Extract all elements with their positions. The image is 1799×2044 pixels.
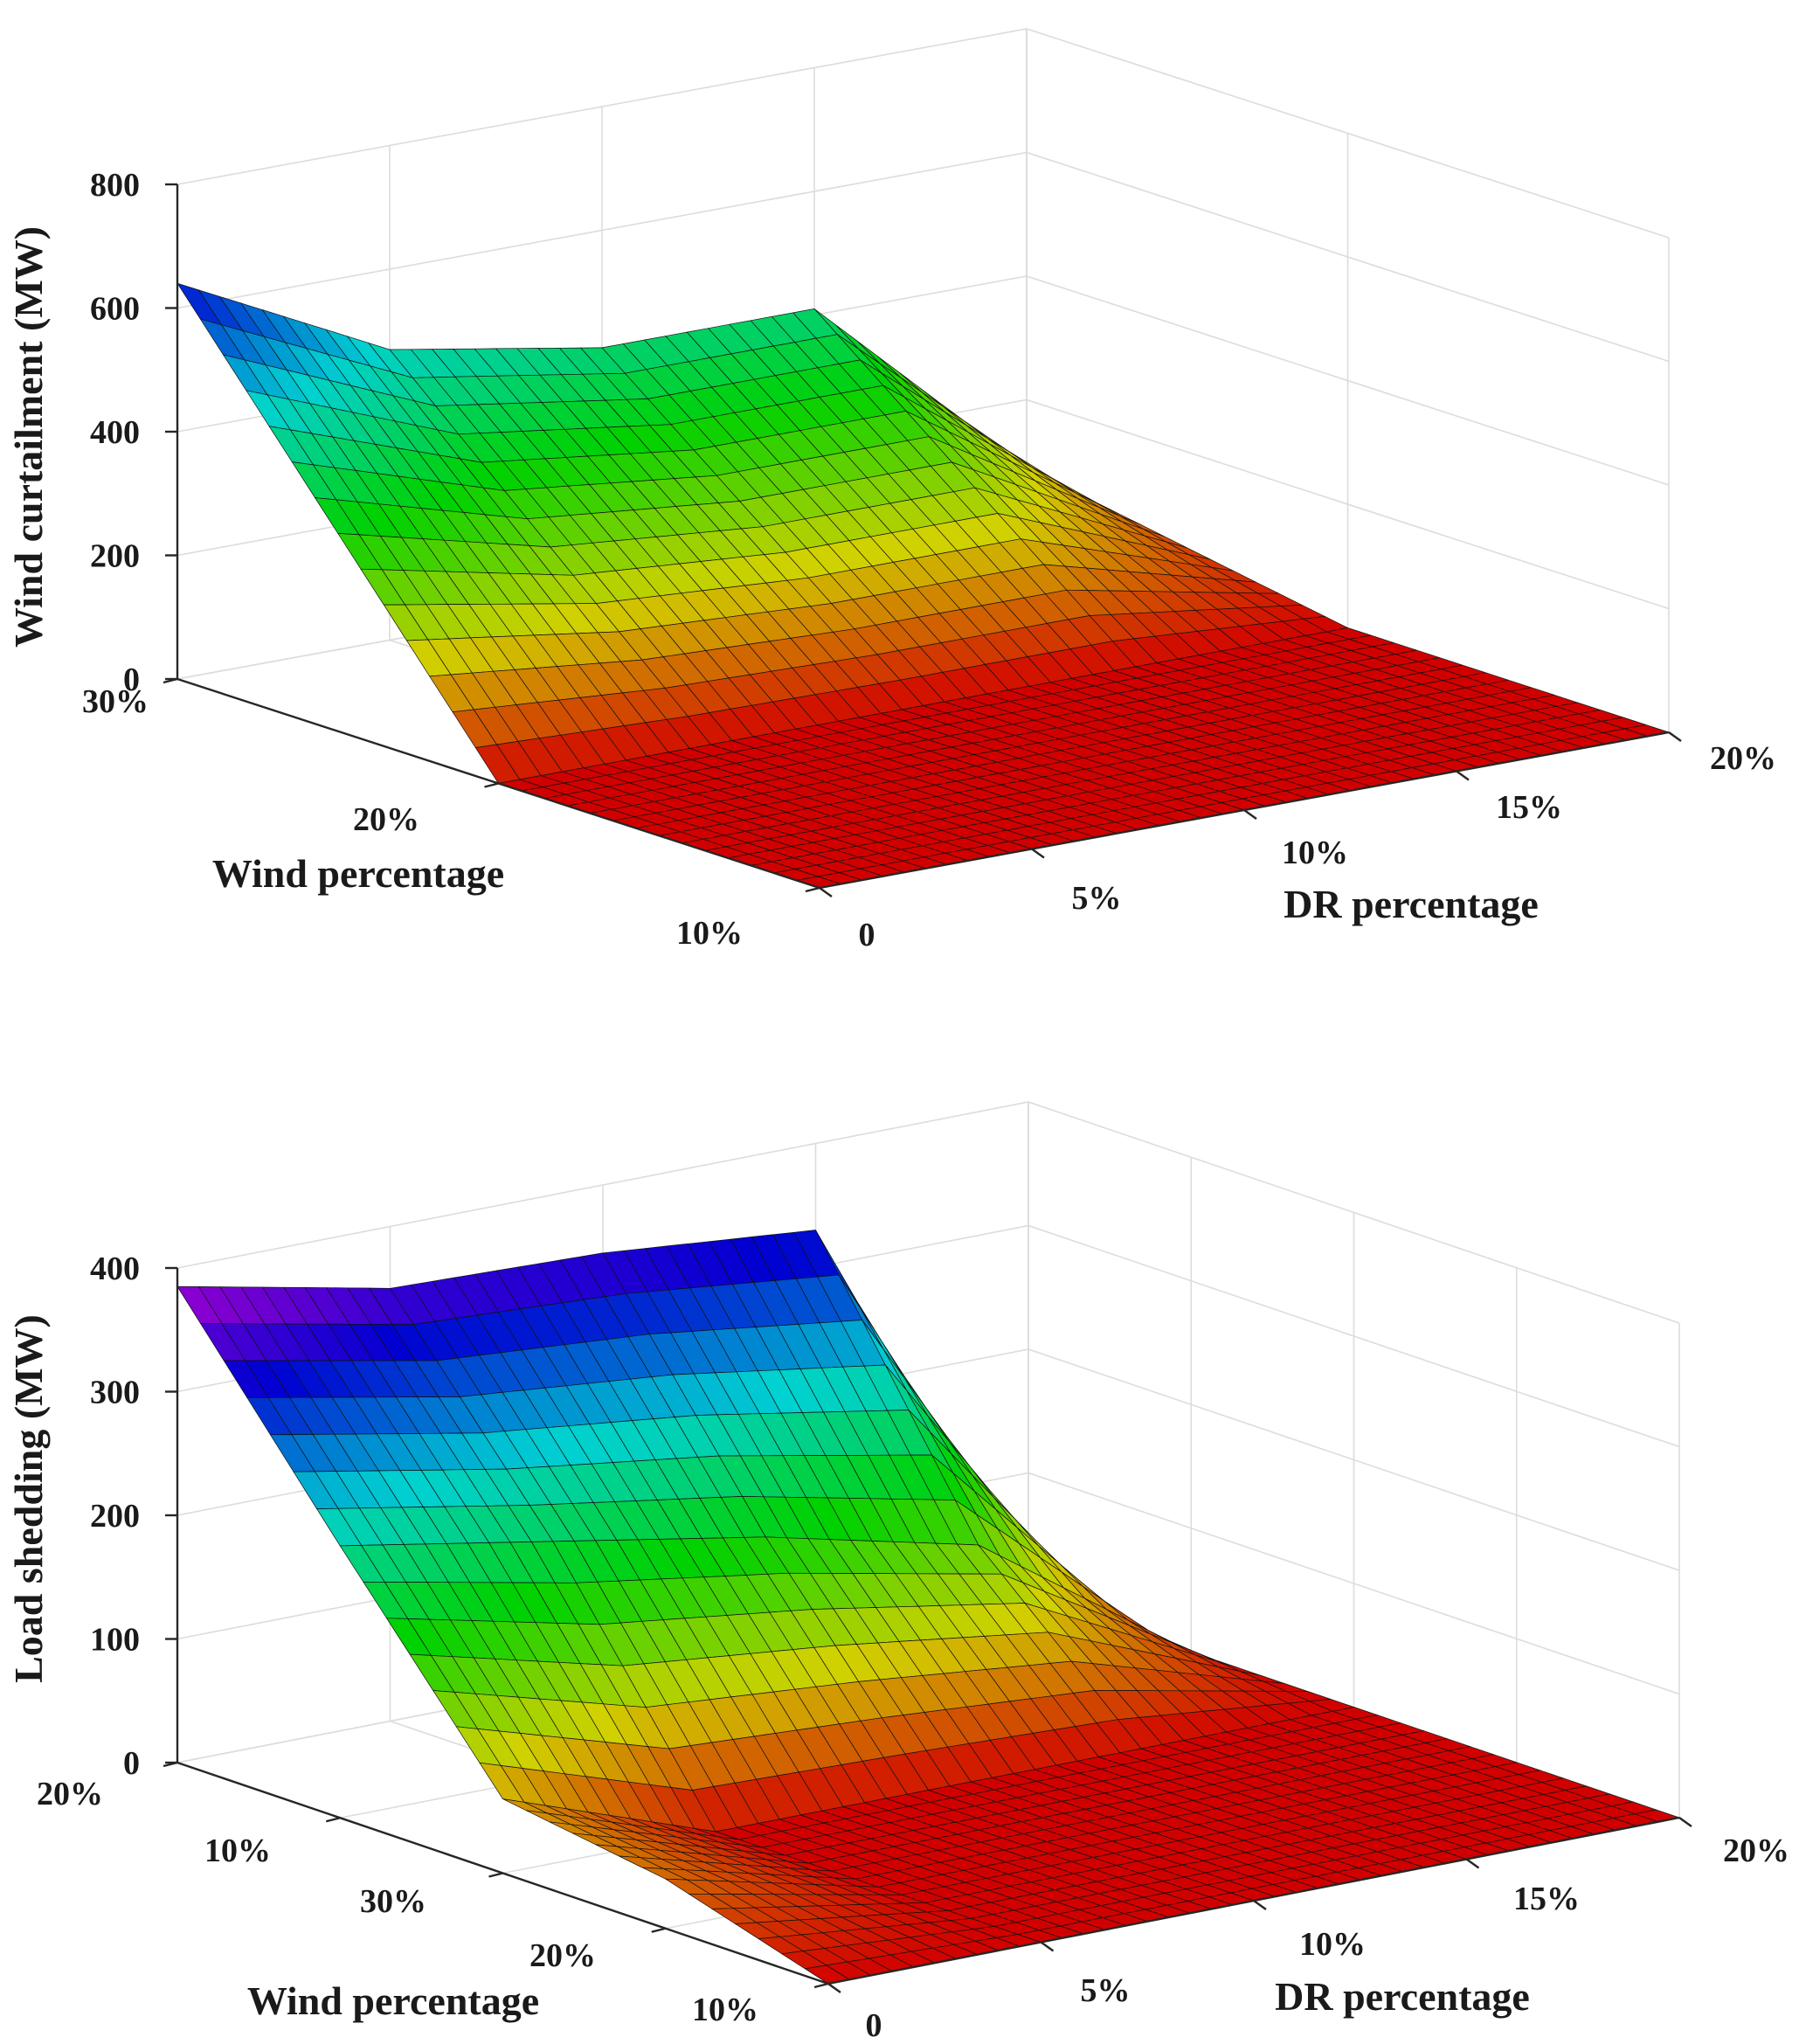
x-tick-mark <box>1465 1858 1480 1869</box>
zlabel-top: Wind curtailment (MW) <box>6 226 51 648</box>
surface-top <box>176 282 1670 889</box>
z-tick-label: 800 <box>90 167 140 204</box>
z-tick-label: 200 <box>90 538 140 575</box>
x-tick-label: 5% <box>1081 1972 1131 2009</box>
surface-bottom <box>176 1230 1681 1985</box>
x-tick-mark <box>819 887 833 897</box>
x-tick-label: 10% <box>1299 1926 1366 1963</box>
y-tick-label: 10% <box>692 1992 758 2028</box>
axes-top <box>163 183 1682 897</box>
y-tick-label: 20% <box>37 1776 103 1812</box>
z-tick-label: 400 <box>90 414 140 451</box>
z-tick-label: 0 <box>123 662 140 698</box>
y-tick-label: 30% <box>360 1883 426 1920</box>
y-tick-mark <box>484 782 499 788</box>
zlabel-bottom: Load shedding (MW) <box>6 1314 51 1683</box>
z-tick-label: 600 <box>90 291 140 328</box>
x-tick-label: 20% <box>1723 1833 1789 1869</box>
x-tick-mark <box>1456 770 1470 781</box>
x-tick-mark <box>1253 1900 1267 1910</box>
y-tick-label: 20% <box>529 1937 596 1974</box>
x-tick-mark <box>1040 1941 1055 1952</box>
x-tick-mark <box>1031 848 1045 859</box>
x-tick-label: 10% <box>1282 835 1348 871</box>
x-tick-label: 5% <box>1072 880 1122 917</box>
y-tick-label: 30% <box>82 683 149 720</box>
chart-bottom: Load shedding (MW) Wind percentage DR pe… <box>6 1101 1789 2044</box>
y-tick-mark <box>163 677 178 684</box>
x-tick-label: 0 <box>859 917 875 953</box>
x-tick-label: 15% <box>1513 1881 1580 1917</box>
x-tick-label: 15% <box>1496 789 1562 826</box>
y-tick-mark <box>805 886 820 893</box>
y-tick-label: 10% <box>676 915 743 952</box>
z-tick-label: 0 <box>123 1745 140 1782</box>
z-tick-label: 200 <box>90 1498 140 1535</box>
y-tick-mark <box>488 1872 503 1878</box>
x-tick-mark <box>1243 809 1257 820</box>
ylabel-top: Wind percentage <box>212 851 504 896</box>
x-tick-label: 0 <box>866 2007 882 2044</box>
axes-bottom <box>163 1266 1692 1993</box>
z-tick-label: 100 <box>90 1622 140 1659</box>
y-tick-mark <box>163 1761 178 1768</box>
y-tick-label: 20% <box>353 801 419 838</box>
x-tick-mark <box>1668 731 1682 742</box>
ylabel-bottom: Wind percentage <box>247 1978 539 2023</box>
y-tick-mark <box>813 1982 829 1989</box>
labels-bottom: Load shedding (MW) Wind percentage DR pe… <box>6 1251 1789 2044</box>
y-tick-label: 10% <box>204 1833 271 1869</box>
xlabel-bottom: DR percentage <box>1275 1974 1530 2019</box>
x-tick-mark <box>1678 1817 1692 1827</box>
z-tick-label: 400 <box>90 1251 140 1287</box>
labels-top: Wind curtailment (MW) Wind percentage DR… <box>6 167 1776 953</box>
y-tick-mark <box>651 1927 667 1933</box>
x-tick-label: 20% <box>1710 740 1776 777</box>
y-tick-mark <box>325 1817 341 1823</box>
x-tick-mark <box>827 1983 841 1993</box>
z-tick-label: 300 <box>90 1375 140 1411</box>
grid-line-z-4 <box>176 28 1670 239</box>
xlabel-top: DR percentage <box>1284 882 1539 926</box>
chart-top: Wind curtailment (MW) Wind percentage DR… <box>6 28 1776 953</box>
grid-line-z-3 <box>176 151 1670 363</box>
